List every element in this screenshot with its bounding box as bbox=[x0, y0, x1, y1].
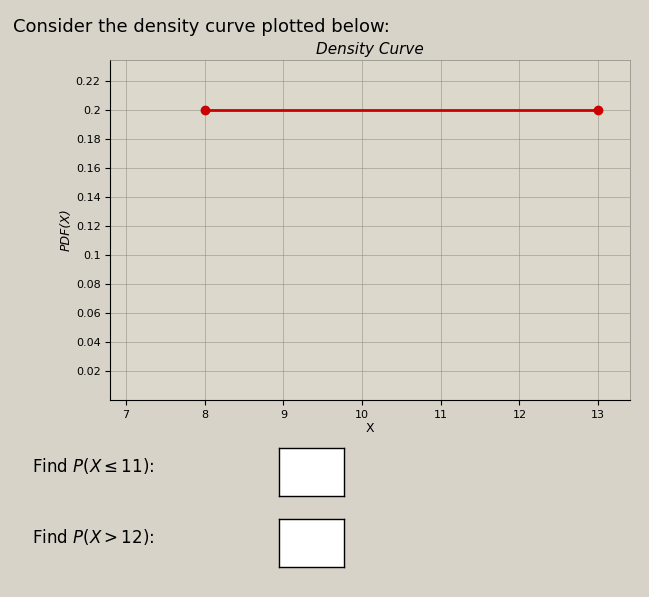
Title: Density Curve: Density Curve bbox=[316, 42, 424, 57]
Text: Consider the density curve plotted below:: Consider the density curve plotted below… bbox=[13, 18, 390, 36]
X-axis label: X: X bbox=[365, 423, 374, 435]
Text: Find $P(X \leq 11)$:: Find $P(X \leq 11)$: bbox=[32, 456, 154, 476]
Y-axis label: PDF(X): PDF(X) bbox=[60, 208, 73, 251]
Text: Find $P(X > 12)$:: Find $P(X > 12)$: bbox=[32, 527, 154, 547]
